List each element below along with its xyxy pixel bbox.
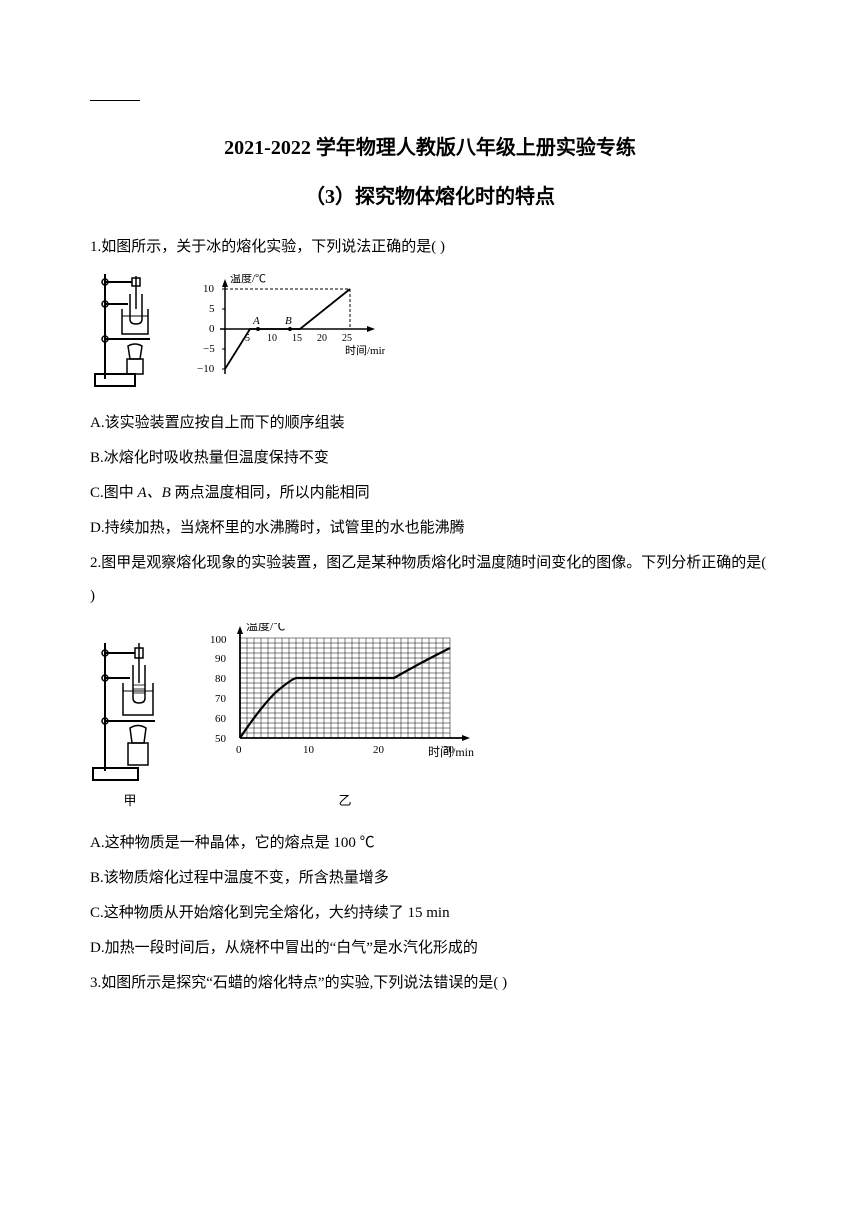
q2-opt-d: D.加热一段时间后，从烧杯中冒出的“白气”是水汽化形成的 [90,932,770,965]
fig-label-jia: 甲 [90,790,170,809]
q2-figure: 甲 [90,623,770,809]
svg-text:60: 60 [215,713,227,725]
q2-chart: 50 60 70 80 90 100 0 10 20 30 温度/℃ 时间/mi… [200,623,490,783]
q1-opt-d: D.持续加热，当烧杯里的水沸腾时，试管里的水也能沸腾 [90,512,770,545]
title-main: 2021-2022 学年物理人教版八年级上册实验专练 [90,131,770,160]
q2-stem: 2.图甲是观察熔化现象的实验装置，图乙是某种物质熔化时温度随时间变化的图像。下列… [90,547,770,613]
svg-text:时间/min: 时间/min [345,344,385,357]
q3-stem: 3.如图所示是探究“石蜡的熔化特点”的实验,下列说法错误的是( ) [90,967,770,1000]
svg-text:70: 70 [215,693,227,705]
svg-text:90: 90 [215,653,227,665]
svg-text:−5: −5 [203,343,215,355]
svg-text:100: 100 [210,634,227,646]
q2-opt-c: C.这种物质从开始熔化到完全熔化，大约持续了 15 min [90,897,770,930]
svg-text:15: 15 [292,333,302,344]
apparatus-icon [90,643,170,783]
q2-opt-b: B.该物质熔化过程中温度不变，所含热量增多 [90,862,770,895]
apparatus-icon [90,274,165,389]
svg-text:0: 0 [209,323,215,335]
q1-opt-b: B.冰熔化时吸收热量但温度保持不变 [90,442,770,475]
svg-text:温度/℃: 温度/℃ [246,623,285,633]
q1-opt-c: C.图中 A、B 两点温度相同，所以内能相同 [90,477,770,510]
svg-text:25: 25 [342,333,352,344]
svg-text:50: 50 [215,733,227,745]
svg-text:5: 5 [209,303,215,315]
svg-text:−10: −10 [197,363,215,375]
svg-text:10: 10 [267,333,277,344]
svg-text:10: 10 [203,283,215,295]
q2-opt-a: A.这种物质是一种晶体，它的熔点是 100 ℃ [90,827,770,860]
svg-text:A: A [252,315,260,327]
q1-chart: 10 5 0 −5 −10 5 10 15 20 25 温度/℃ 时间/min [195,274,385,389]
q1-opt-a: A.该实验装置应按自上而下的顺序组装 [90,407,770,440]
fig-label-yi: 乙 [200,790,490,809]
svg-text:0: 0 [236,744,242,756]
title-sub: （3）探究物体熔化时的特点 [90,180,770,209]
svg-text:时间/min: 时间/min [428,745,474,759]
svg-text:20: 20 [373,744,385,756]
svg-text:温度/℃: 温度/℃ [230,274,266,285]
svg-text:10: 10 [303,744,315,756]
svg-text:80: 80 [215,673,227,685]
svg-text:B: B [285,315,292,327]
q1-figure: 10 5 0 −5 −10 5 10 15 20 25 温度/℃ 时间/min [90,274,770,389]
svg-text:20: 20 [317,333,327,344]
q1-stem: 1.如图所示，关于冰的熔化实验，下列说法正确的是( ) [90,231,770,264]
